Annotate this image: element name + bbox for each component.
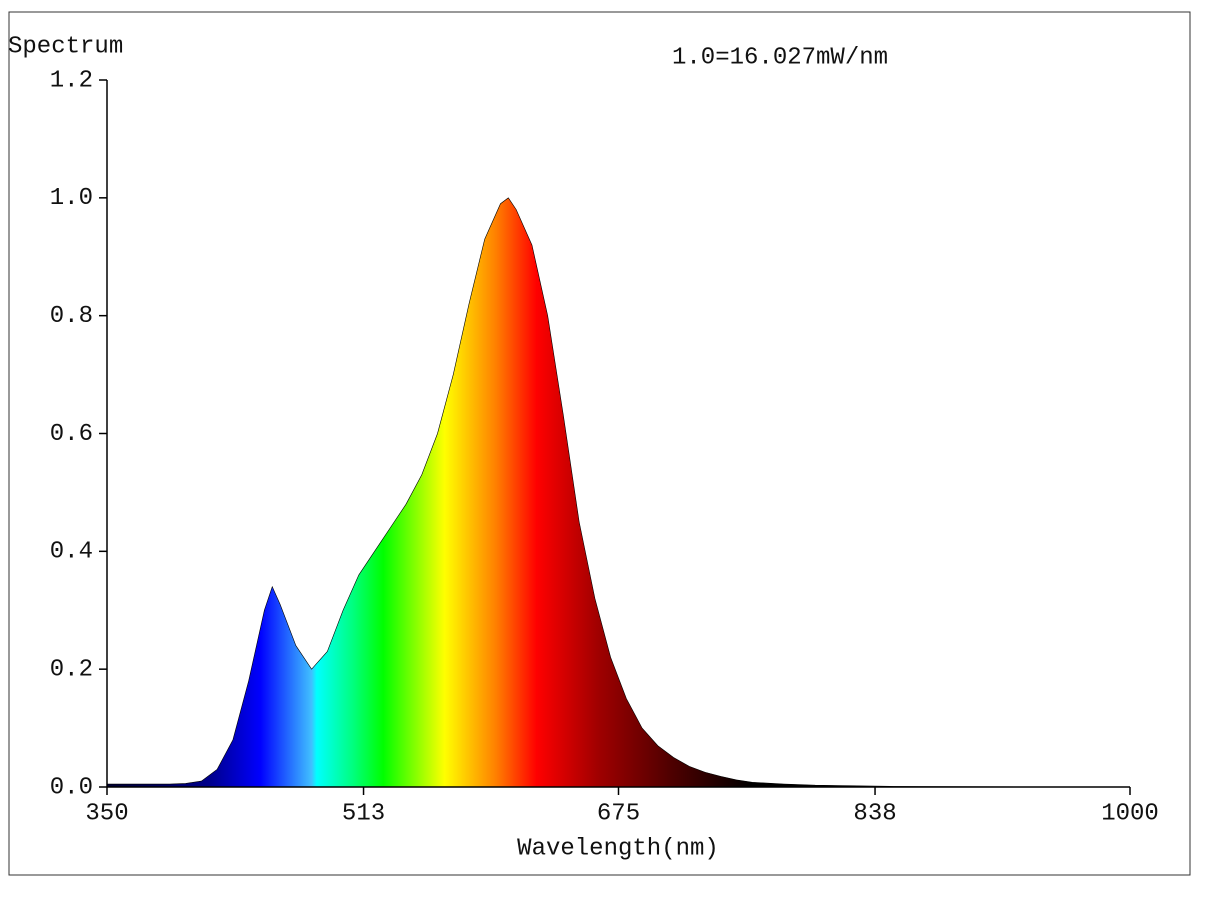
y-tick-label: 1.0: [50, 185, 93, 212]
y-tick-label: 1.2: [50, 67, 93, 94]
y-tick-label: 0.8: [50, 303, 93, 330]
y-tick-label: 0.0: [50, 774, 93, 801]
x-tick-label: 513: [342, 800, 385, 827]
y-tick-label: 0.2: [50, 657, 93, 684]
annotation: 1.0=16.027mW/nm: [672, 44, 888, 71]
y-tick-label: 0.6: [50, 421, 93, 448]
frame: [8, 11, 1191, 876]
x-tick-label: 350: [85, 800, 128, 827]
x-tick-label: 675: [597, 800, 640, 827]
y-axis-title: Spectrum: [8, 33, 123, 60]
x-tick-label: 838: [853, 800, 896, 827]
x-tick-label: 1000: [1101, 800, 1159, 827]
spectrum-area: [106, 197, 1131, 788]
y-tick-label: 0.4: [50, 539, 93, 566]
x-axis-title: Wavelength(nm): [517, 835, 719, 862]
